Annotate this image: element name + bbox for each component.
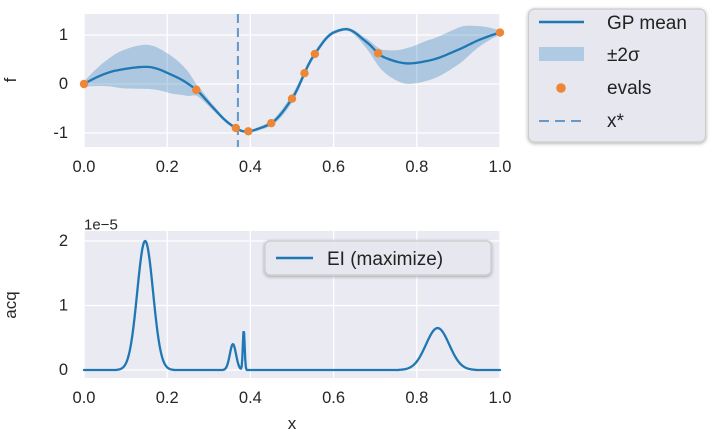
svg-text:0: 0 (59, 75, 68, 93)
svg-text:EI (maximize): EI (maximize) (327, 249, 443, 270)
svg-text:0.8: 0.8 (405, 158, 428, 176)
svg-text:1: 1 (59, 26, 68, 44)
svg-text:0.4: 0.4 (239, 158, 262, 176)
svg-text:x: x (288, 414, 297, 433)
svg-text:evals: evals (607, 78, 651, 99)
svg-text:0.0: 0.0 (73, 389, 96, 407)
svg-text:0.6: 0.6 (322, 158, 345, 176)
svg-text:0.8: 0.8 (405, 389, 428, 407)
svg-text:0.2: 0.2 (156, 158, 179, 176)
svg-text:0.2: 0.2 (156, 389, 179, 407)
svg-text:GP mean: GP mean (607, 13, 687, 34)
svg-text:1e−5: 1e−5 (84, 216, 118, 233)
svg-text:2: 2 (59, 232, 68, 250)
svg-text:acq: acq (1, 291, 20, 318)
svg-text:f: f (1, 77, 20, 82)
svg-text:1.0: 1.0 (489, 389, 512, 407)
svg-text:0.0: 0.0 (73, 158, 96, 176)
svg-text:1: 1 (59, 297, 68, 315)
svg-text:0.4: 0.4 (239, 389, 262, 407)
svg-text:-1: -1 (53, 124, 68, 142)
svg-text:0: 0 (59, 361, 68, 379)
svg-text:±2σ: ±2σ (607, 45, 640, 66)
svg-text:0.6: 0.6 (322, 389, 345, 407)
svg-text:x*: x* (607, 111, 625, 132)
svg-text:1.0: 1.0 (489, 158, 512, 176)
